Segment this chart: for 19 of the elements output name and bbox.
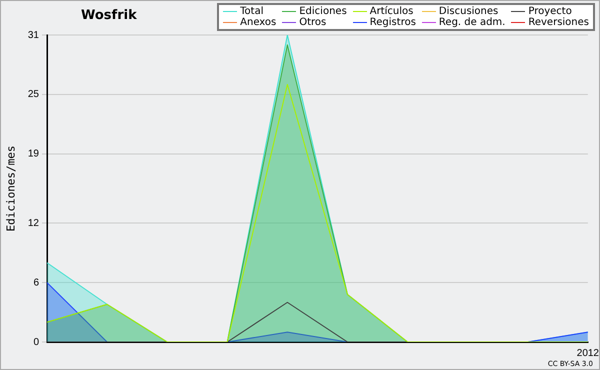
legend-label: Otros <box>298 17 328 28</box>
legend-label: Artículos <box>368 6 414 17</box>
legend-label: Reversiones <box>527 17 589 28</box>
legend-label: Registros <box>368 17 416 28</box>
y-tick-label: 12 <box>28 218 40 229</box>
y-tick-label: 0 <box>33 336 40 348</box>
legend-label: Discusiones <box>438 6 500 17</box>
legend-label: Total <box>239 6 264 17</box>
y-tick-label: 25 <box>28 89 40 100</box>
y-tick-label: 6 <box>33 277 40 288</box>
x-tick-label: 2012 <box>576 348 600 359</box>
chart-title: Wosfrik <box>81 8 137 23</box>
y-tick-label: 19 <box>28 148 40 160</box>
y-tick-label: 31 <box>28 30 40 41</box>
legend-label: Anexos <box>239 17 276 28</box>
legend-label: Ediciones <box>298 6 347 17</box>
y-axis-title: Ediciones/mes <box>4 145 18 232</box>
legend-label: Reg. de adm. <box>438 17 506 28</box>
legend-label: Proyecto <box>527 6 572 17</box>
